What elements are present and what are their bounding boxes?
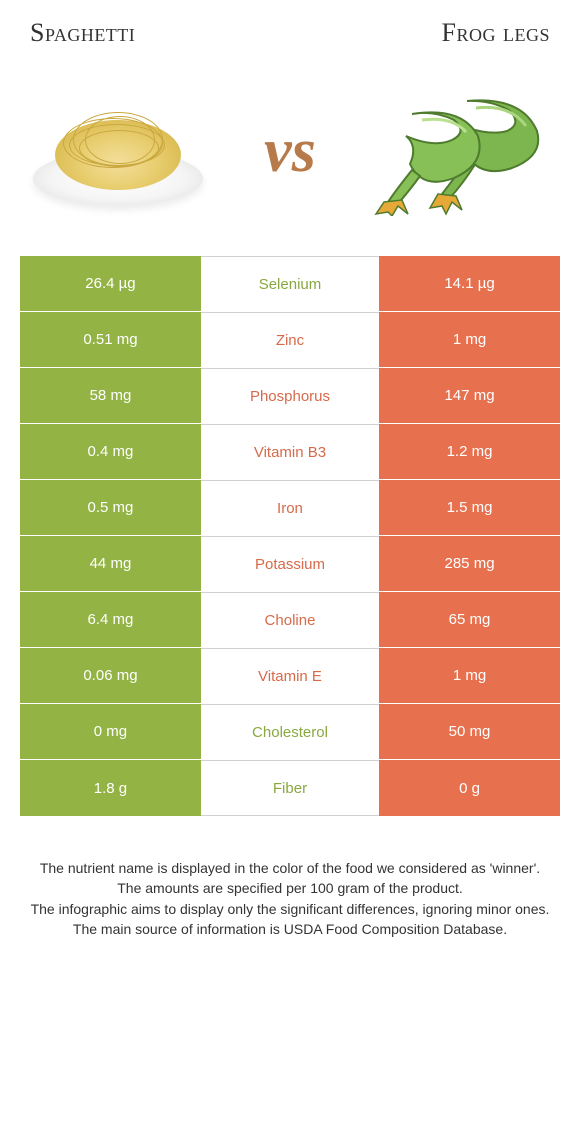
spaghetti-image [28, 86, 208, 216]
footnote-line: The nutrient name is displayed in the co… [28, 858, 552, 878]
value-left: 0.06 mg [20, 648, 201, 704]
title-left: Spaghetti [30, 18, 135, 48]
value-right: 14.1 µg [379, 256, 560, 312]
nutrient-row: 1.8 gFiber0 g [20, 760, 560, 816]
nutrient-row: 0.06 mgVitamin E1 mg [20, 648, 560, 704]
value-left: 0.5 mg [20, 480, 201, 536]
nutrient-label: Zinc [201, 312, 379, 368]
nutrient-row: 0.5 mgIron1.5 mg [20, 480, 560, 536]
nutrient-row: 0.51 mgZinc1 mg [20, 312, 560, 368]
nutrient-row: 0 mgCholesterol50 mg [20, 704, 560, 760]
value-left: 0 mg [20, 704, 201, 760]
nutrient-row: 6.4 mgCholine65 mg [20, 592, 560, 648]
footnote-line: The amounts are specified per 100 gram o… [28, 878, 552, 898]
value-left: 44 mg [20, 536, 201, 592]
nutrient-label: Vitamin B3 [201, 424, 379, 480]
value-right: 1 mg [379, 648, 560, 704]
footnote-line: The infographic aims to display only the… [28, 899, 552, 919]
nutrient-label: Selenium [201, 256, 379, 312]
value-left: 6.4 mg [20, 592, 201, 648]
hero-row: vs [20, 58, 560, 256]
value-right: 50 mg [379, 704, 560, 760]
value-right: 1 mg [379, 312, 560, 368]
nutrient-row: 0.4 mgVitamin B31.2 mg [20, 424, 560, 480]
value-right: 1.5 mg [379, 480, 560, 536]
nutrient-label: Potassium [201, 536, 379, 592]
value-left: 26.4 µg [20, 256, 201, 312]
nutrient-row: 26.4 µgSelenium14.1 µg [20, 256, 560, 312]
value-left: 0.51 mg [20, 312, 201, 368]
value-right: 147 mg [379, 368, 560, 424]
nutrient-row: 44 mgPotassium285 mg [20, 536, 560, 592]
value-right: 0 g [379, 760, 560, 816]
value-left: 0.4 mg [20, 424, 201, 480]
nutrient-label: Cholesterol [201, 704, 379, 760]
footnotes: The nutrient name is displayed in the co… [20, 816, 560, 939]
nutrient-label: Choline [201, 592, 379, 648]
value-right: 65 mg [379, 592, 560, 648]
title-right: Frog legs [442, 18, 550, 48]
footnote-line: The main source of information is USDA F… [28, 919, 552, 939]
value-left: 58 mg [20, 368, 201, 424]
title-row: Spaghetti Frog legs [20, 18, 560, 58]
comparison-table: 26.4 µgSelenium14.1 µg0.51 mgZinc1 mg58 … [20, 256, 560, 816]
nutrient-label: Vitamin E [201, 648, 379, 704]
value-left: 1.8 g [20, 760, 201, 816]
nutrient-label: Fiber [201, 760, 379, 816]
nutrient-row: 58 mgPhosphorus147 mg [20, 368, 560, 424]
nutrient-label: Iron [201, 480, 379, 536]
value-right: 1.2 mg [379, 424, 560, 480]
vs-label: vs [264, 116, 316, 187]
nutrient-label: Phosphorus [201, 368, 379, 424]
frog-legs-image [372, 86, 552, 216]
value-right: 285 mg [379, 536, 560, 592]
